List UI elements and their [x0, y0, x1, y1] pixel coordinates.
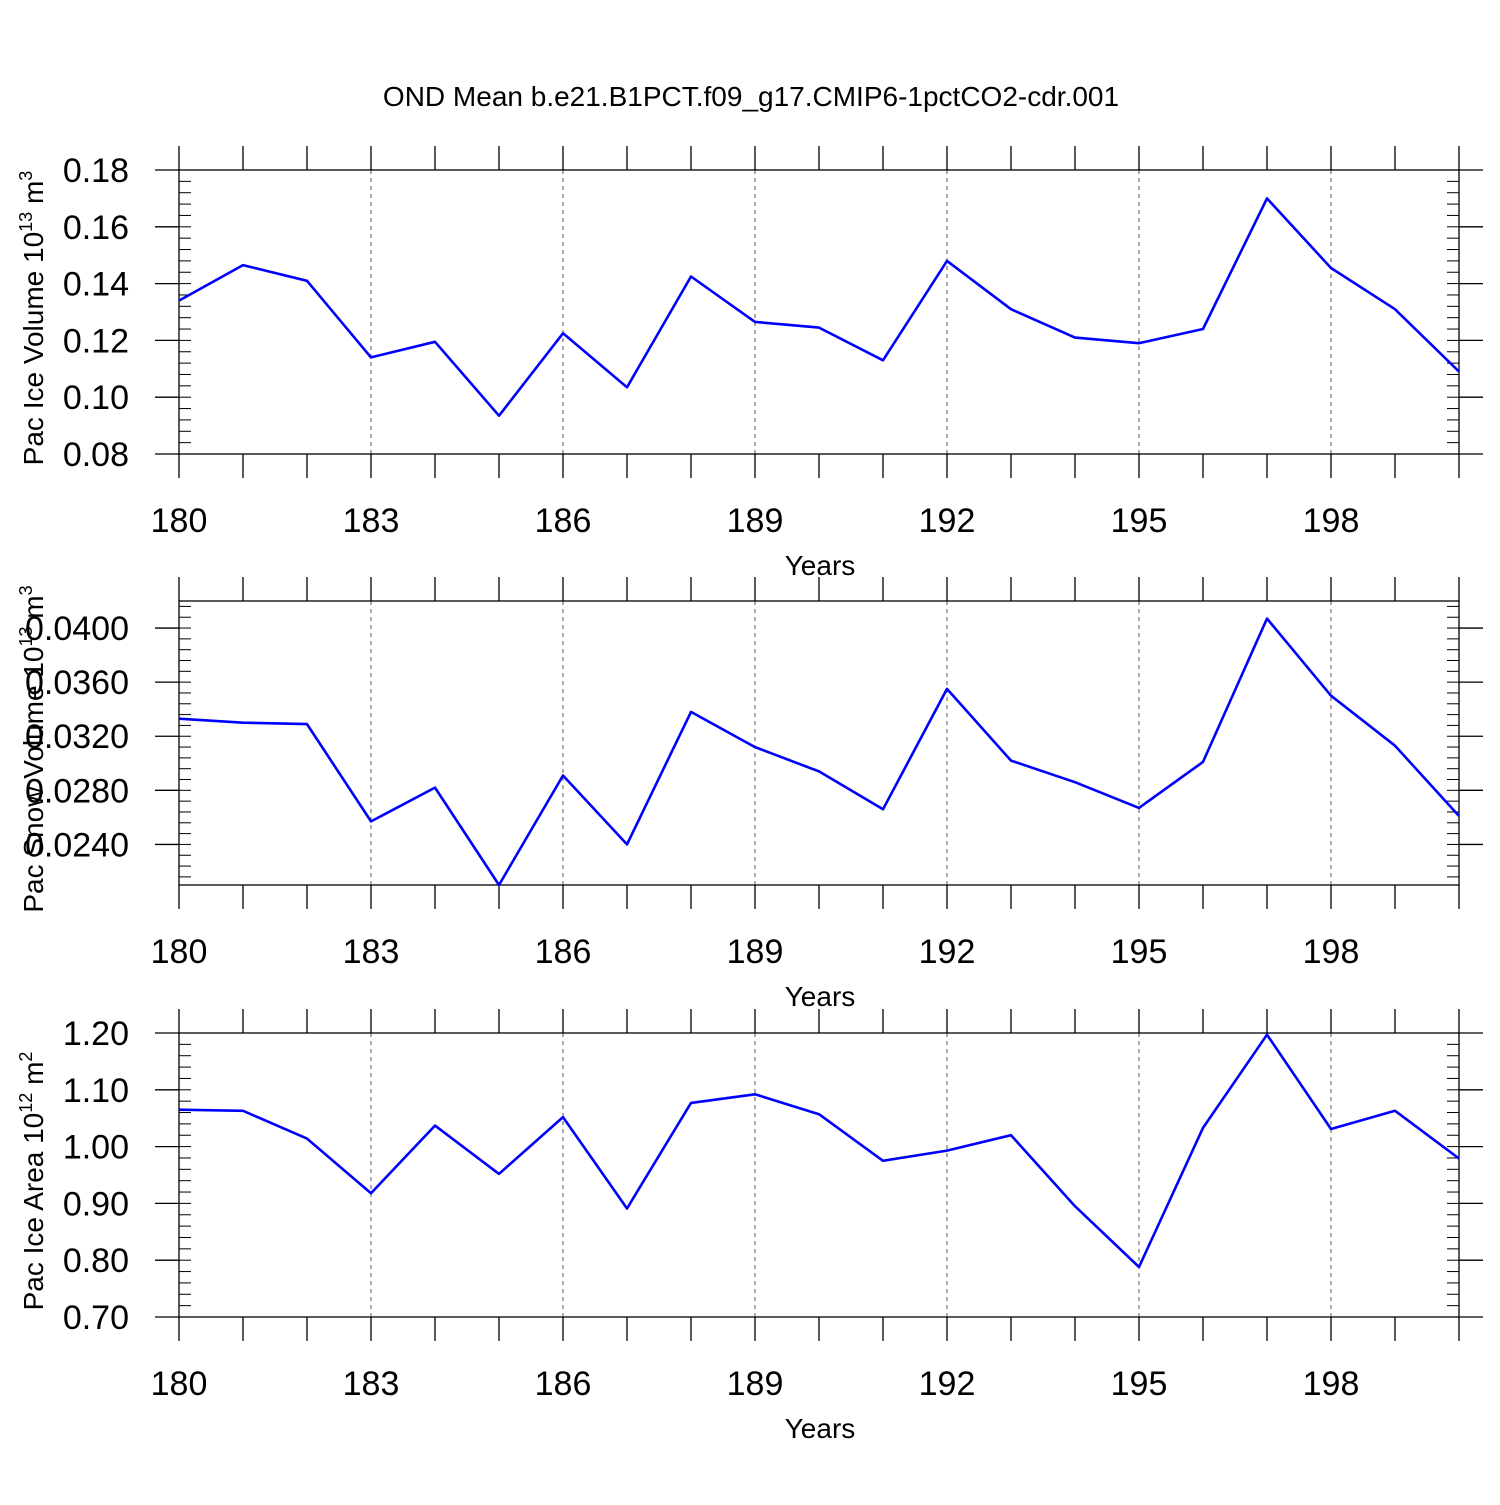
x-tick-label: 198: [1303, 502, 1360, 540]
y-axis-label-part: m: [18, 595, 49, 626]
x-tick-label: 186: [535, 1365, 592, 1403]
y-tick-label: 0.70: [63, 1299, 129, 1337]
x-tick-label: 192: [919, 933, 976, 971]
panel-3: 0.70 0.80 0.90 1.00 1.10 1.20 180 183 186 189 192 1…: [16, 1009, 1483, 1444]
x-tick-label: 189: [727, 502, 784, 540]
x-tick-label: 189: [727, 1365, 784, 1403]
y-tick-label: 1.00: [63, 1129, 129, 1167]
y-axis-label-part: m: [18, 1062, 49, 1093]
x-axis-label: Years: [785, 1413, 856, 1444]
y-tick-label: 0.12: [63, 322, 129, 360]
y-axis-label-superscript: 3: [16, 171, 36, 181]
y-axis-label-superscript: 13: [16, 212, 36, 232]
x-tick-label: 195: [1111, 933, 1168, 971]
x-tick-label: 183: [343, 1365, 400, 1403]
y-tick-label: 0.90: [63, 1185, 129, 1223]
series-line-pac-ice-area: [179, 1035, 1459, 1267]
y-axis-label: Pac Ice Area 1012 m2: [16, 1052, 49, 1311]
y-axis-label-part: Pac Snow Volume 10: [18, 646, 49, 912]
x-axis-label: Years: [785, 550, 856, 581]
y-axis-label-superscript: 3: [16, 585, 36, 595]
x-tick-label: 183: [343, 502, 400, 540]
figure-title: OND Mean b.e21.B1PCT.f09_g17.CMIP6-1pctC…: [383, 81, 1119, 112]
x-tick-label: 189: [727, 933, 784, 971]
x-tick-label: 195: [1111, 1365, 1168, 1403]
y-tick-label: 0.08: [63, 436, 129, 474]
y-tick-label: 1.20: [63, 1015, 129, 1053]
y-tick-label: 0.10: [63, 379, 129, 417]
x-tick-label: 183: [343, 933, 400, 971]
x-tick-label: 198: [1303, 933, 1360, 971]
x-tick-label: 192: [919, 1365, 976, 1403]
y-axis-label-part: Pac Ice Area 10: [18, 1113, 49, 1311]
y-axis-label-superscript: 12: [16, 1093, 36, 1113]
y-tick-label: 0.80: [63, 1242, 129, 1280]
y-tick-label: 1.10: [63, 1072, 129, 1110]
y-tick-label: 0.18: [63, 152, 129, 190]
y-tick-label: 0.16: [63, 209, 129, 247]
x-tick-label: 198: [1303, 1365, 1360, 1403]
y-axis-label-superscript: 2: [16, 1052, 36, 1062]
x-tick-label: 180: [151, 933, 208, 971]
y-tick-label: 0.14: [63, 266, 129, 304]
panel-1: 0.08 0.10 0.12 0.14 0.16 0.18 180 183 186 189 192 1…: [16, 146, 1483, 581]
y-axis-label-part: m: [18, 181, 49, 212]
y-axis-label-part: Pac Ice Volume 10: [18, 232, 49, 465]
x-tick-label: 180: [151, 502, 208, 540]
x-tick-label: 192: [919, 502, 976, 540]
x-tick-label: 186: [535, 502, 592, 540]
x-tick-label: 180: [151, 1365, 208, 1403]
y-axis-label: Pac Ice Volume 1013 m3: [16, 171, 49, 466]
x-tick-label: 195: [1111, 502, 1168, 540]
x-axis-label: Years: [785, 981, 856, 1012]
x-tick-label: 186: [535, 933, 592, 971]
y-axis-label-superscript: 13: [16, 626, 36, 646]
